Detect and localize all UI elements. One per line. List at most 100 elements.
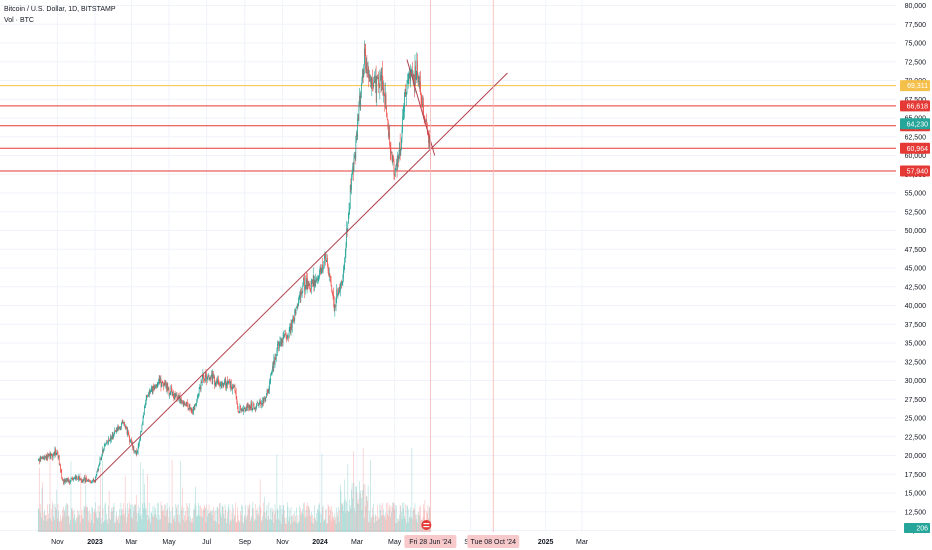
candle-body [120, 426, 122, 430]
volume-bar [209, 513, 211, 532]
volume-bar [303, 515, 305, 532]
volume-bar [216, 522, 217, 532]
time-axis[interactable]: Nov2023MarMayJulSepNov2024MarMaySep2025M… [51, 535, 589, 548]
candle-body [269, 382, 270, 390]
candle-body [278, 342, 280, 349]
candle-body [148, 391, 150, 393]
volume-bar [393, 502, 394, 532]
candle-body [377, 78, 378, 79]
volume-bar [151, 515, 153, 532]
volume-bar [250, 518, 252, 532]
volume-bar [68, 515, 69, 532]
candle-body [380, 74, 381, 81]
volume-bar [284, 518, 286, 532]
volume-bar [358, 504, 360, 532]
volume-bar [228, 504, 230, 532]
volume-bar [52, 502, 53, 532]
candle-body [196, 400, 198, 404]
volume-bar [372, 508, 373, 532]
candle-body [385, 94, 386, 105]
candle-body [272, 365, 273, 371]
volume-bar [163, 509, 164, 532]
candle-body [39, 457, 41, 462]
volume-bar [414, 503, 416, 532]
candle-body [356, 134, 358, 137]
volume-bar [193, 509, 195, 532]
candle-body [328, 274, 330, 275]
volume-bar [288, 521, 289, 532]
candle-body [79, 476, 80, 481]
volume-bar [39, 512, 41, 532]
volume-bar [322, 505, 324, 532]
flag-icon [421, 520, 432, 530]
volume-bar [98, 517, 100, 532]
candle-body [237, 406, 239, 412]
candle-body [279, 342, 281, 346]
candle-body [311, 280, 313, 281]
candle-body [320, 269, 322, 272]
volume-bar [424, 500, 426, 532]
volume-bar [253, 521, 255, 532]
candle-body [125, 426, 127, 428]
candle-body [92, 479, 94, 481]
volume-bar [201, 507, 203, 532]
volume-bar [373, 522, 375, 532]
candle-body [205, 374, 207, 377]
volume-bar [401, 511, 402, 532]
candle-body [81, 480, 82, 482]
candle-body [355, 140, 357, 158]
volume-bar [348, 511, 349, 532]
candle-body [304, 286, 306, 292]
candle-body [122, 420, 124, 423]
candle-body [60, 469, 62, 473]
candle-body [369, 75, 371, 82]
candle-body [221, 381, 222, 388]
x-tick-label: Nov [276, 539, 289, 546]
candle-body [182, 403, 184, 405]
candle-body [119, 427, 121, 430]
candle-body [64, 479, 66, 482]
candle-body [70, 478, 72, 482]
candle-body [192, 409, 194, 412]
candle-body [340, 282, 342, 287]
volume-bar [359, 493, 361, 532]
volume-bar [154, 513, 156, 532]
volume-bar [211, 510, 212, 532]
y-tick-label: 15,000 [905, 491, 927, 498]
volume-bar [324, 519, 326, 532]
candle-body [258, 404, 260, 406]
price-axis[interactable]: 80,00077,50075,00072,50070,00067,50065,0… [900, 3, 930, 535]
candle-body [332, 292, 334, 296]
volume-bar [40, 504, 42, 532]
candle-body [199, 386, 201, 388]
candle-body [154, 387, 156, 389]
volume-bar [203, 509, 204, 532]
candle-body [283, 334, 284, 339]
candle-body [370, 78, 371, 82]
candle-body [330, 280, 332, 286]
candle-body [418, 77, 420, 87]
candle-body [328, 269, 330, 275]
candle-body [419, 81, 421, 87]
candle-body [225, 385, 227, 388]
candle-body [234, 386, 236, 392]
volume-bar [388, 515, 389, 532]
volume-bar [368, 521, 370, 532]
volume-bar [102, 508, 104, 532]
candle-body [201, 375, 203, 383]
candle-body [123, 422, 124, 423]
volume-bar [271, 507, 273, 532]
candle-body [418, 77, 420, 83]
candle-body [388, 132, 390, 137]
volume-bar [356, 486, 357, 532]
candle-body [409, 73, 410, 79]
volume-bar [237, 507, 238, 532]
volume-bar [60, 514, 61, 532]
candle-body [425, 120, 427, 122]
volume-bar [119, 515, 121, 532]
volume-bar [37, 507, 39, 532]
volume-bar [283, 509, 285, 532]
candle-body [132, 446, 134, 449]
candle-body [171, 390, 173, 395]
